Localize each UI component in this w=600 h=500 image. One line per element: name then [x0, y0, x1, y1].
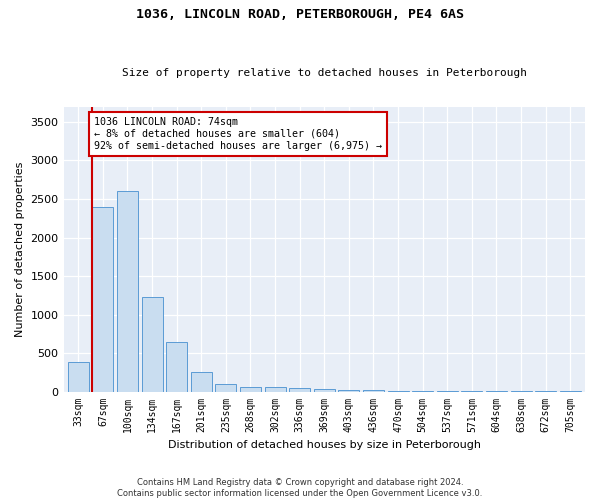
Bar: [338, 390, 359, 392]
Bar: [240, 386, 261, 392]
Bar: [166, 342, 187, 392]
Bar: [388, 391, 409, 392]
Text: 1036 LINCOLN ROAD: 74sqm
← 8% of detached houses are smaller (604)
92% of semi-d: 1036 LINCOLN ROAD: 74sqm ← 8% of detache…: [94, 118, 382, 150]
Bar: [92, 206, 113, 392]
Bar: [314, 389, 335, 392]
Bar: [265, 387, 286, 392]
Bar: [68, 362, 89, 392]
Bar: [142, 297, 163, 392]
Bar: [191, 372, 212, 392]
Bar: [289, 388, 310, 392]
Bar: [412, 391, 433, 392]
X-axis label: Distribution of detached houses by size in Peterborough: Distribution of detached houses by size …: [168, 440, 481, 450]
Text: Contains HM Land Registry data © Crown copyright and database right 2024.
Contai: Contains HM Land Registry data © Crown c…: [118, 478, 482, 498]
Text: 1036, LINCOLN ROAD, PETERBOROUGH, PE4 6AS: 1036, LINCOLN ROAD, PETERBOROUGH, PE4 6A…: [136, 8, 464, 20]
Bar: [363, 390, 384, 392]
Title: Size of property relative to detached houses in Peterborough: Size of property relative to detached ho…: [122, 68, 527, 78]
Y-axis label: Number of detached properties: Number of detached properties: [15, 162, 25, 336]
Bar: [215, 384, 236, 392]
Bar: [117, 192, 138, 392]
